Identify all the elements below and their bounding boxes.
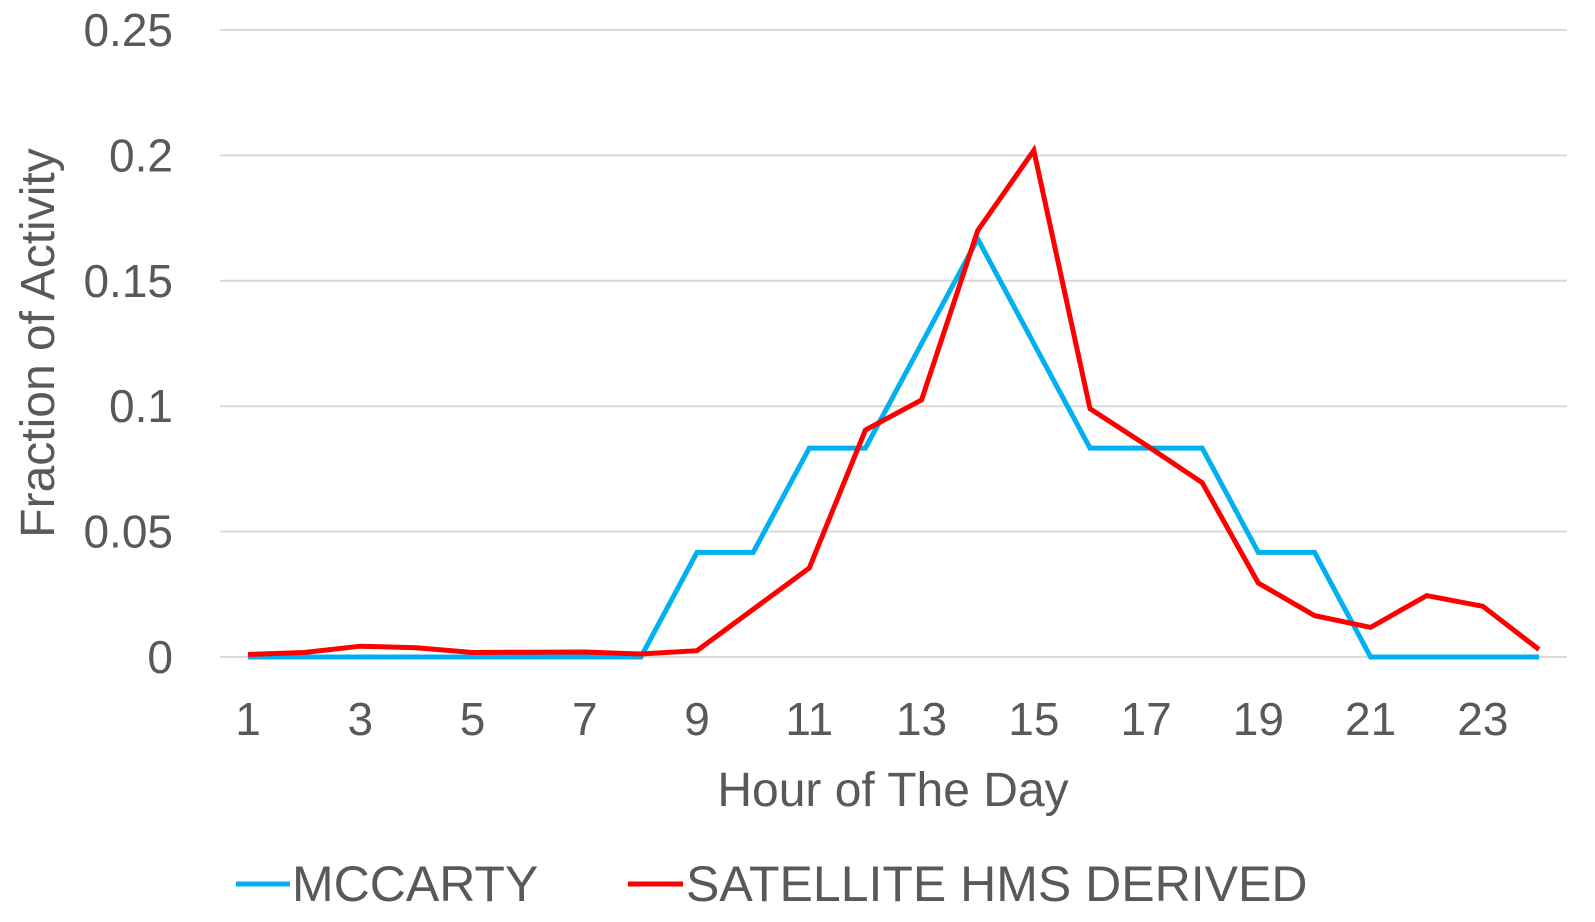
legend-label-satellite-hms-derived: SATELLITE HMS DERIVED bbox=[686, 856, 1307, 912]
y-tick-label: 0.1 bbox=[109, 380, 173, 432]
x-tick-label: 11 bbox=[785, 693, 833, 745]
y-tick-label: 0.2 bbox=[109, 129, 173, 181]
x-tick-label: 1 bbox=[235, 693, 261, 745]
x-tick-label: 23 bbox=[1457, 693, 1508, 745]
legend: MCCARTY SATELLITE HMS DERIVED bbox=[236, 856, 1307, 912]
x-tick-label: 19 bbox=[1233, 693, 1284, 745]
series-lines bbox=[247, 144, 1541, 660]
x-tick-label: 15 bbox=[1008, 693, 1059, 745]
y-tick-label: 0 bbox=[147, 631, 173, 683]
x-tick-label: 17 bbox=[1121, 693, 1172, 745]
x-tick-label: 13 bbox=[896, 693, 947, 745]
x-axis-title: Hour of The Day bbox=[717, 764, 1068, 817]
legend-label-mccarty: MCCARTY bbox=[292, 856, 538, 912]
y-axis-tick-labels: 0 0.05 0.1 0.15 0.2 0.25 bbox=[83, 4, 173, 683]
gridlines bbox=[220, 29, 1567, 658]
y-tick-label: 0.25 bbox=[83, 4, 173, 56]
x-tick-label: 3 bbox=[347, 693, 373, 745]
x-tick-label: 9 bbox=[684, 693, 710, 745]
x-tick-label: 7 bbox=[572, 693, 598, 745]
x-axis-tick-labels: 1 3 5 7 9 11 13 15 17 19 21 23 bbox=[235, 693, 1508, 745]
series-line-satellite-hms-derived bbox=[247, 144, 1541, 657]
y-tick-label: 0.05 bbox=[83, 506, 173, 558]
y-tick-label: 0.15 bbox=[83, 255, 173, 307]
y-axis-title: Fraction of Activity bbox=[12, 148, 65, 537]
series-line-mccarty bbox=[248, 233, 1539, 660]
x-tick-label: 5 bbox=[460, 693, 486, 745]
x-tick-label: 21 bbox=[1345, 693, 1396, 745]
